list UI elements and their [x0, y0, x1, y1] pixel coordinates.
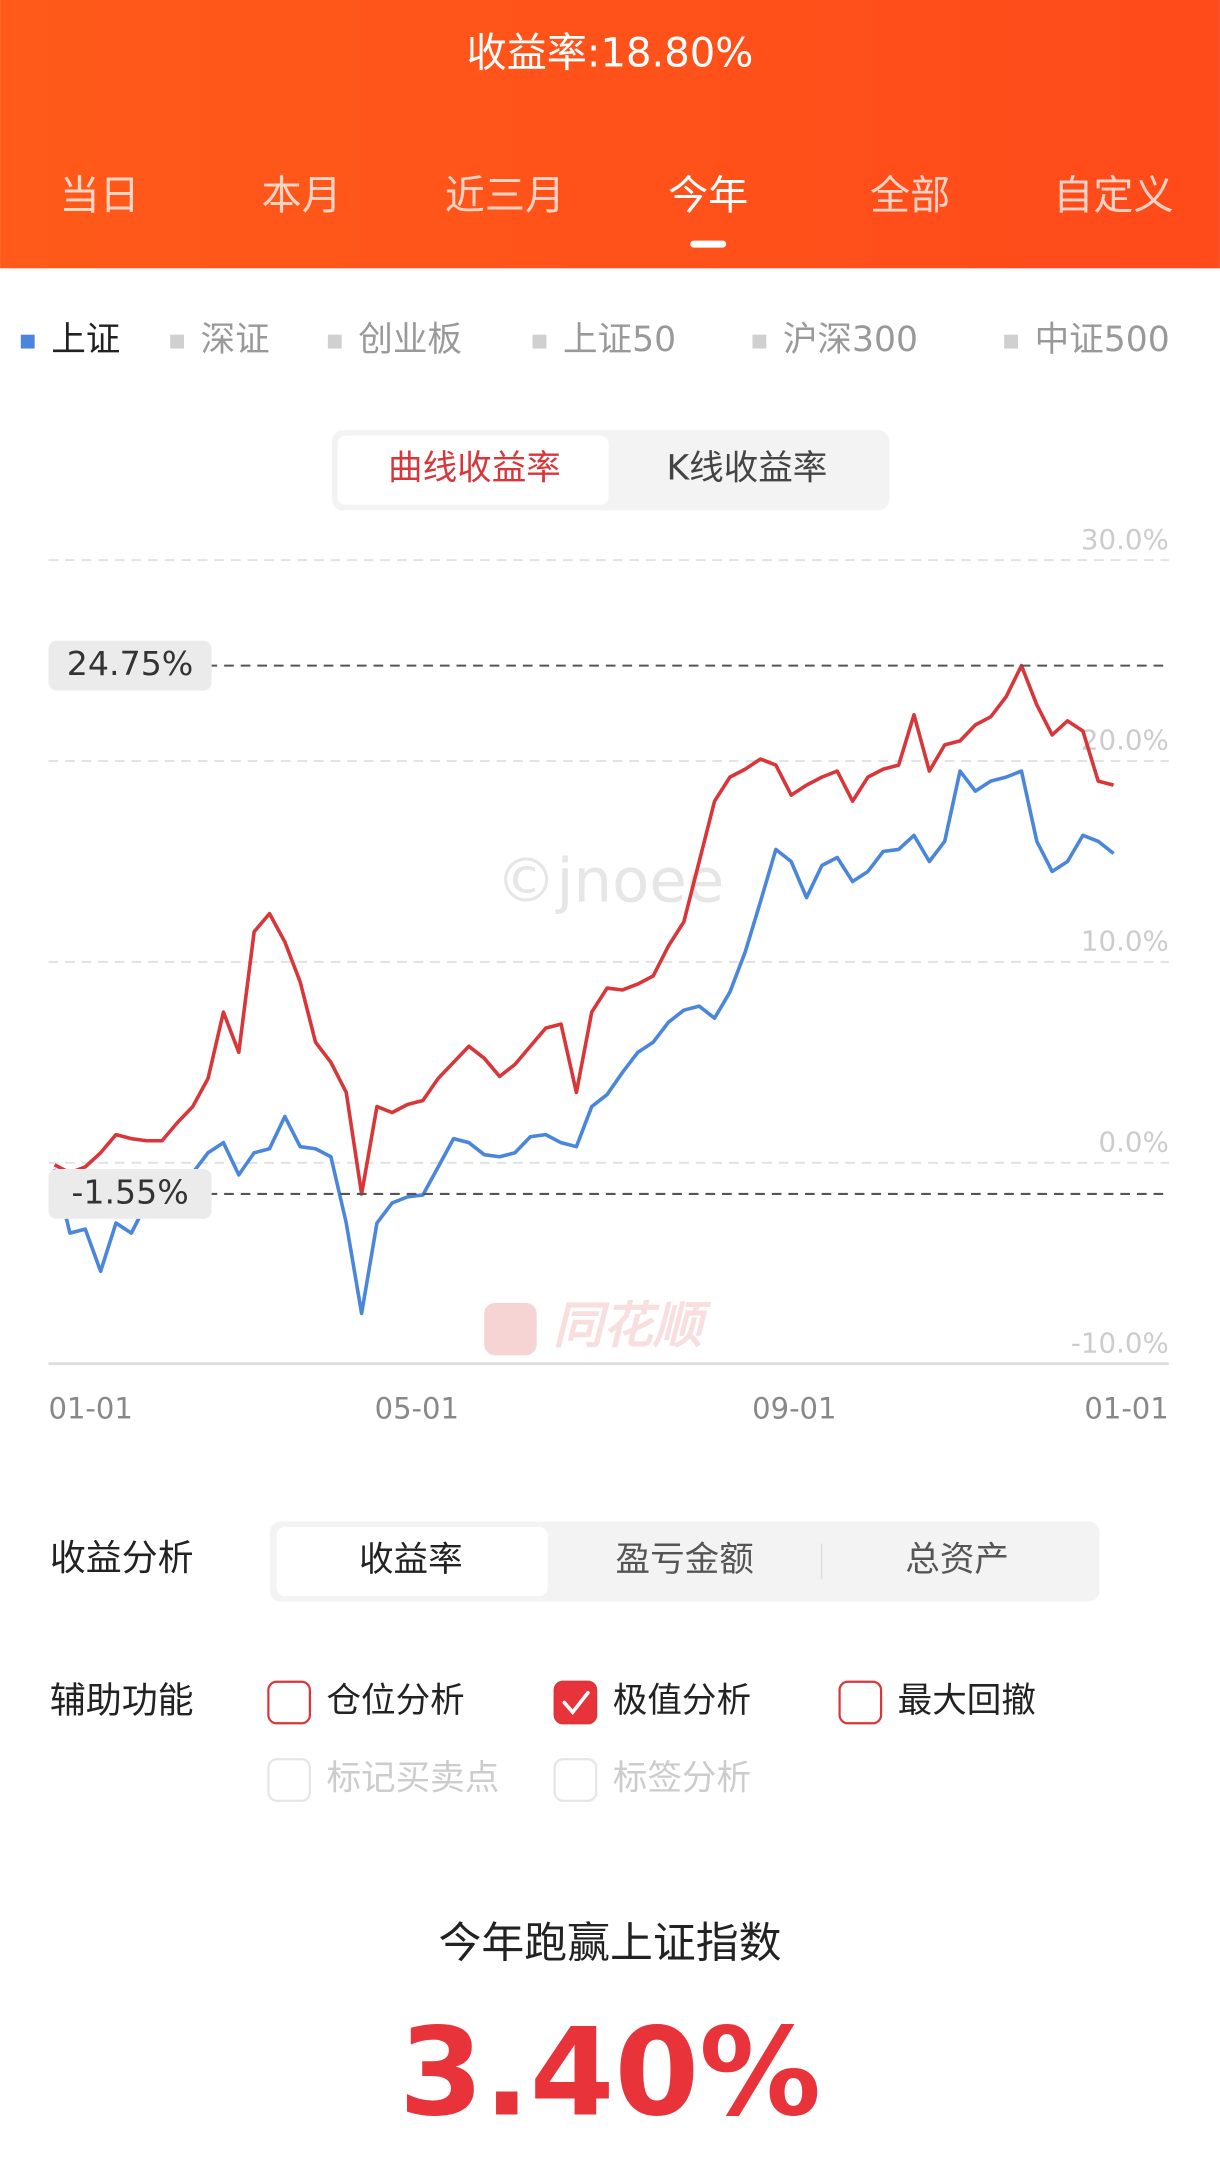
- period-tab[interactable]: 当日: [60, 173, 140, 219]
- extreme-label-bg: [48, 1169, 212, 1219]
- extreme-label: -1.55%: [71, 1172, 188, 1211]
- watermark: 同花顺: [553, 1297, 712, 1355]
- checkbox[interactable]: [838, 1680, 883, 1725]
- header-bg: [0, 0, 1220, 269]
- index-dot: [1004, 334, 1018, 349]
- mode-option[interactable]: 曲线收益率: [388, 449, 561, 489]
- checkbox-label: 标记买卖点: [326, 1758, 499, 1798]
- extreme-label-bg: [48, 640, 212, 691]
- analysis-label: 收益分析: [50, 1538, 194, 1579]
- x-tick-label: 05-01: [375, 1392, 459, 1426]
- y-tick-label: 10.0%: [1081, 925, 1169, 958]
- index-tab[interactable]: 深证: [201, 320, 270, 360]
- y-tick-label: 30.0%: [1081, 523, 1169, 556]
- period-tab[interactable]: 全部: [870, 173, 950, 219]
- index-dot: [170, 334, 185, 349]
- checkbox-label[interactable]: 最大回撤: [898, 1681, 1036, 1721]
- checkbox-label[interactable]: 极值分析: [613, 1681, 751, 1721]
- watermark: ©jnoee: [496, 847, 724, 917]
- checkbox[interactable]: [553, 1680, 598, 1725]
- index-tab[interactable]: 上证50: [563, 320, 676, 360]
- summary-title: 今年跑赢上证指数: [439, 1918, 782, 1968]
- checkbox: [267, 1758, 311, 1802]
- index-dot: [752, 334, 767, 349]
- analysis-option[interactable]: 总资产: [905, 1540, 1009, 1580]
- watermark-logo: [484, 1302, 537, 1356]
- x-tick-label: 01-01: [1084, 1392, 1168, 1426]
- index-dot: [20, 334, 35, 349]
- analysis-option[interactable]: 盈亏金额: [616, 1540, 754, 1580]
- x-tick-label: 09-01: [752, 1392, 836, 1426]
- aux-label: 辅助功能: [50, 1681, 194, 1722]
- index-dot: [532, 334, 547, 349]
- analysis-option[interactable]: 收益率: [359, 1540, 463, 1580]
- header-title: 收益率:18.80%: [467, 30, 754, 76]
- index-tab[interactable]: 中证500: [1035, 320, 1170, 360]
- checkbox-label: 标签分析: [613, 1758, 751, 1798]
- period-tab[interactable]: 今年: [668, 173, 748, 219]
- y-tick-label: -10.0%: [1071, 1326, 1169, 1359]
- period-tab[interactable]: 本月: [261, 173, 341, 219]
- analysis-active: [276, 1526, 548, 1597]
- x-tick-label: 01-01: [48, 1392, 132, 1426]
- index-tab[interactable]: 上证: [51, 320, 120, 360]
- index-tab[interactable]: 创业板: [358, 320, 462, 360]
- index-dot: [327, 334, 342, 349]
- checkbox-label[interactable]: 仓位分析: [326, 1681, 464, 1721]
- tab-indicator: [690, 240, 727, 248]
- y-tick-label: 20.0%: [1081, 724, 1169, 757]
- y-tick-label: 0.0%: [1098, 1125, 1168, 1158]
- checkbox: [553, 1758, 598, 1802]
- index-tab[interactable]: 沪深300: [783, 320, 918, 360]
- checkbox[interactable]: [267, 1680, 311, 1725]
- period-tab[interactable]: 自定义: [1053, 173, 1173, 219]
- period-tab[interactable]: 近三月: [445, 173, 565, 219]
- series-line: [52, 769, 1115, 1316]
- checkmark: [562, 1691, 590, 1716]
- mode-option[interactable]: K线收益率: [666, 449, 827, 489]
- summary-value: 3.40%: [399, 2002, 821, 2144]
- series-line: [53, 663, 1115, 1196]
- mode-active: [337, 435, 609, 505]
- extreme-label: 24.75%: [67, 644, 194, 683]
